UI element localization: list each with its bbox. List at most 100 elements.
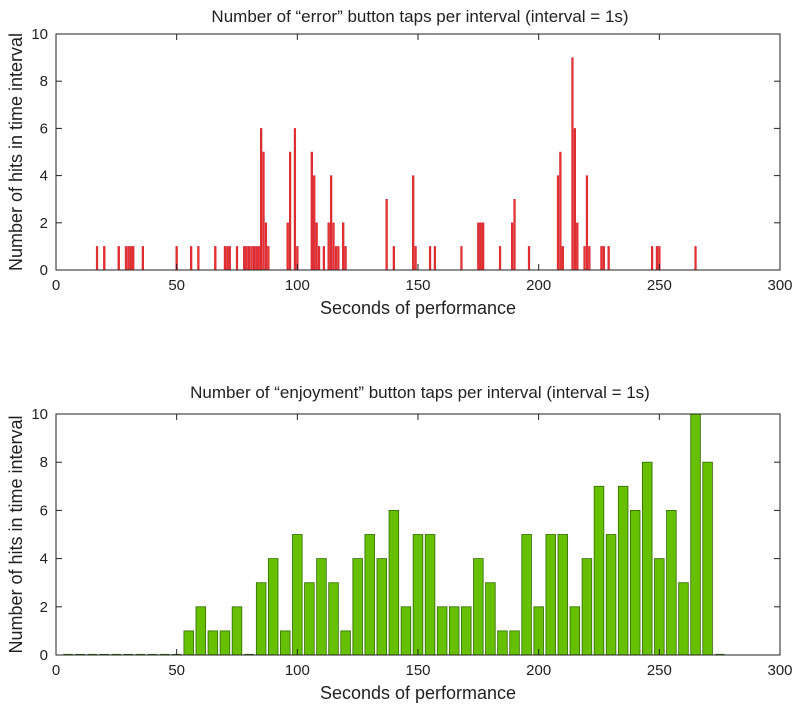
bar [235, 246, 239, 271]
bar [650, 246, 654, 271]
bar [559, 151, 562, 271]
y-axis-label: Number of hits in time interval [6, 33, 26, 271]
bar [576, 222, 579, 271]
bar [412, 175, 415, 271]
bar [605, 534, 617, 656]
y-tick-label: 6 [40, 120, 48, 137]
bar [400, 606, 412, 656]
bar [702, 461, 713, 656]
x-tick-label: 150 [405, 662, 430, 679]
bar [132, 246, 135, 271]
plot-frame [55, 33, 781, 271]
bar [332, 222, 335, 271]
bar [436, 606, 448, 656]
x-tick-label: 100 [285, 662, 310, 679]
bar [255, 582, 267, 656]
bar [223, 246, 227, 271]
bar [183, 630, 194, 656]
bar [245, 246, 248, 271]
bar [428, 246, 432, 271]
bar [330, 175, 333, 271]
bar [228, 246, 231, 271]
y-tick-label: 4 [40, 551, 48, 568]
bar [280, 630, 291, 656]
y-tick-label: 4 [40, 168, 48, 185]
bar [226, 246, 229, 271]
y-tick-label: 10 [31, 406, 48, 423]
enjoyment-taps-chart: Number of “enjoyment” button taps per in… [6, 383, 793, 703]
y-tick-label: 8 [40, 73, 48, 90]
bar [412, 534, 424, 656]
y-tick-label: 10 [31, 26, 48, 43]
bars [63, 413, 725, 656]
bar [557, 534, 569, 656]
x-tick-label: 0 [52, 277, 60, 294]
bar [262, 151, 265, 271]
bar [334, 246, 338, 271]
y-tick-label: 6 [40, 502, 48, 519]
bar [219, 630, 231, 656]
bar [593, 485, 605, 656]
bar [509, 630, 520, 656]
bar [293, 128, 297, 271]
bar [195, 606, 207, 656]
error-taps-chart: Number of “error” button taps per interv… [6, 7, 793, 318]
bar [207, 630, 219, 656]
chart-title: Number of “enjoyment” button taps per in… [190, 383, 650, 402]
bar [124, 246, 128, 271]
bar [573, 128, 576, 271]
x-tick-label: 50 [168, 277, 185, 294]
x-tick-label: 300 [767, 277, 792, 294]
bar [479, 222, 482, 271]
y-tick-label: 2 [40, 215, 48, 232]
bar [385, 198, 388, 271]
bar [288, 151, 292, 271]
bar [477, 222, 480, 271]
bar [197, 246, 200, 271]
bar [694, 246, 697, 271]
x-tick-label: 100 [285, 277, 310, 294]
bar [243, 246, 246, 271]
x-tick-label: 50 [168, 662, 185, 679]
y-tick-label: 0 [40, 647, 48, 664]
bar [498, 246, 502, 271]
bar [461, 606, 472, 656]
bar [267, 558, 279, 656]
bar [482, 222, 485, 271]
bar [414, 246, 417, 271]
bar [527, 246, 531, 271]
bar [545, 534, 556, 656]
bar [316, 558, 327, 656]
bar [257, 246, 260, 271]
bar [569, 606, 581, 656]
bar [344, 246, 347, 271]
x-tick-label: 150 [405, 277, 430, 294]
bar [255, 246, 258, 271]
bar [678, 582, 689, 656]
bar [317, 246, 321, 271]
x-tick-label: 250 [647, 277, 672, 294]
bar [214, 246, 217, 271]
bar [313, 175, 316, 271]
bars [95, 57, 697, 271]
bar [129, 246, 132, 271]
chart-title: Number of “error” button taps per interv… [211, 7, 628, 26]
bar [250, 246, 253, 271]
bar [571, 57, 574, 271]
y-tick-label: 0 [40, 262, 48, 279]
y-tick-label: 8 [40, 454, 48, 471]
y-tick-label: 2 [40, 599, 48, 616]
bar [190, 246, 193, 271]
bar [328, 582, 339, 656]
bar [127, 246, 130, 271]
bar [561, 246, 564, 271]
bar [117, 246, 120, 271]
bar [533, 606, 544, 656]
bar [292, 534, 303, 656]
bar [485, 582, 496, 656]
bar [583, 246, 586, 271]
bar [315, 222, 318, 271]
bar [247, 246, 251, 271]
